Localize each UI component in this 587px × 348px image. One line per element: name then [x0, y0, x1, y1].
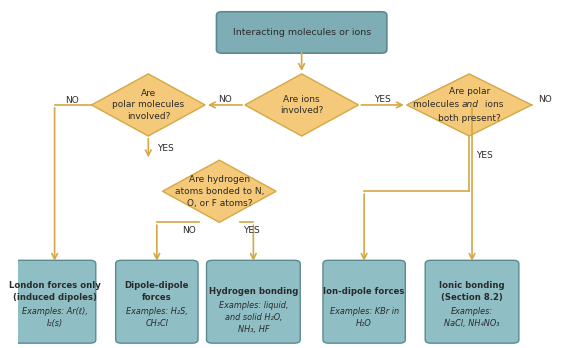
- Text: Are ions
involved?: Are ions involved?: [280, 95, 323, 115]
- Text: NO: NO: [218, 95, 232, 104]
- Text: Hydrogen bonding: Hydrogen bonding: [209, 287, 298, 296]
- Text: Examples: H₂S,
CH₃Cl: Examples: H₂S, CH₃Cl: [126, 307, 188, 328]
- Text: Interacting molecules or ions: Interacting molecules or ions: [232, 28, 371, 37]
- Text: both present?: both present?: [438, 113, 501, 122]
- Text: ions: ions: [482, 101, 503, 110]
- Text: London forces only
(induced dipoles): London forces only (induced dipoles): [9, 281, 100, 302]
- Text: YES: YES: [476, 151, 492, 159]
- Text: NO: NO: [65, 96, 79, 105]
- FancyBboxPatch shape: [14, 260, 96, 343]
- Text: Are polar: Are polar: [448, 87, 490, 96]
- Text: YES: YES: [242, 227, 259, 236]
- Polygon shape: [92, 74, 205, 136]
- Text: Examples: liquid,
and solid H₂O,
NH₃, HF: Examples: liquid, and solid H₂O, NH₃, HF: [218, 301, 288, 334]
- Text: Are
polar molecules
involved?: Are polar molecules involved?: [112, 89, 184, 121]
- Text: Are hydrogen
atoms bonded to N,
O, or F atoms?: Are hydrogen atoms bonded to N, O, or F …: [174, 175, 264, 207]
- Text: Ion-dipole forces: Ion-dipole forces: [323, 287, 405, 296]
- Text: Examples: Ar(ℓ),
I₂(s): Examples: Ar(ℓ), I₂(s): [22, 307, 87, 328]
- Text: NO: NO: [183, 227, 196, 236]
- Polygon shape: [245, 74, 359, 136]
- Text: YES: YES: [374, 95, 391, 104]
- Text: Dipole-dipole
forces: Dipole-dipole forces: [124, 281, 189, 302]
- Text: Examples: KBr in
H₂O: Examples: KBr in H₂O: [329, 307, 399, 328]
- FancyBboxPatch shape: [425, 260, 519, 343]
- Text: NO: NO: [538, 95, 552, 104]
- FancyBboxPatch shape: [116, 260, 198, 343]
- FancyBboxPatch shape: [323, 260, 405, 343]
- Text: Examples:
NaCl, NH₄NO₃: Examples: NaCl, NH₄NO₃: [444, 307, 500, 328]
- FancyBboxPatch shape: [207, 260, 300, 343]
- FancyBboxPatch shape: [217, 12, 387, 53]
- Polygon shape: [407, 74, 532, 136]
- Polygon shape: [163, 160, 276, 222]
- Text: molecules: molecules: [413, 101, 462, 110]
- Text: and: and: [462, 101, 479, 110]
- Text: YES: YES: [157, 144, 174, 153]
- Text: Ionic bonding
(Section 8.2): Ionic bonding (Section 8.2): [439, 281, 505, 302]
